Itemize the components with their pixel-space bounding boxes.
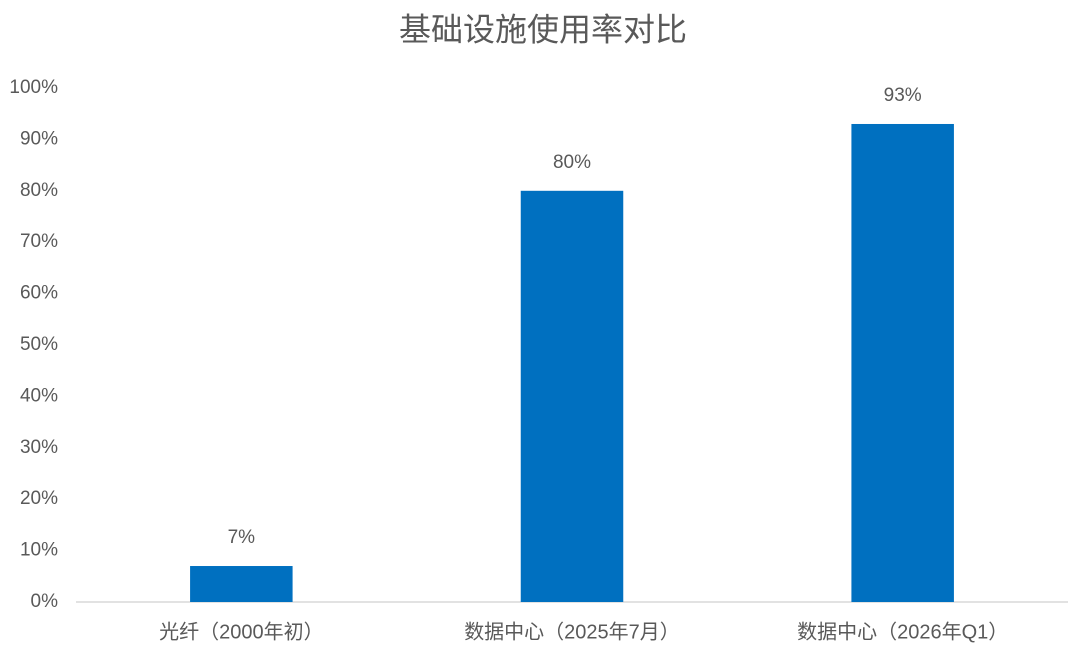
y-tick-label: 50%: [20, 334, 58, 355]
y-tick-label: 10%: [20, 540, 58, 561]
value-label: 80%: [553, 152, 591, 173]
y-tick-label: 20%: [20, 488, 58, 509]
y-tick-label: 90%: [20, 128, 58, 149]
x-tick-label: 数据中心（2025年7月）: [464, 620, 680, 643]
bar: [520, 190, 624, 603]
y-tick-label: 100%: [9, 77, 58, 98]
y-tick-label: 30%: [20, 437, 58, 458]
y-tick-label: 0%: [31, 591, 59, 612]
x-tick-label: 数据中心（2026年Q1）: [797, 620, 1008, 643]
value-label: 7%: [228, 527, 256, 548]
bar: [190, 566, 293, 602]
y-tick-label: 70%: [20, 231, 58, 252]
y-tick-label: 80%: [20, 180, 58, 201]
y-tick-label: 60%: [20, 283, 58, 304]
value-label: 93%: [884, 85, 922, 106]
y-tick-label: 40%: [20, 385, 58, 406]
chart-title: 基础设施使用率对比: [399, 11, 687, 47]
x-tick-label: 光纤（2000年初）: [159, 620, 324, 643]
bar: [851, 123, 954, 602]
